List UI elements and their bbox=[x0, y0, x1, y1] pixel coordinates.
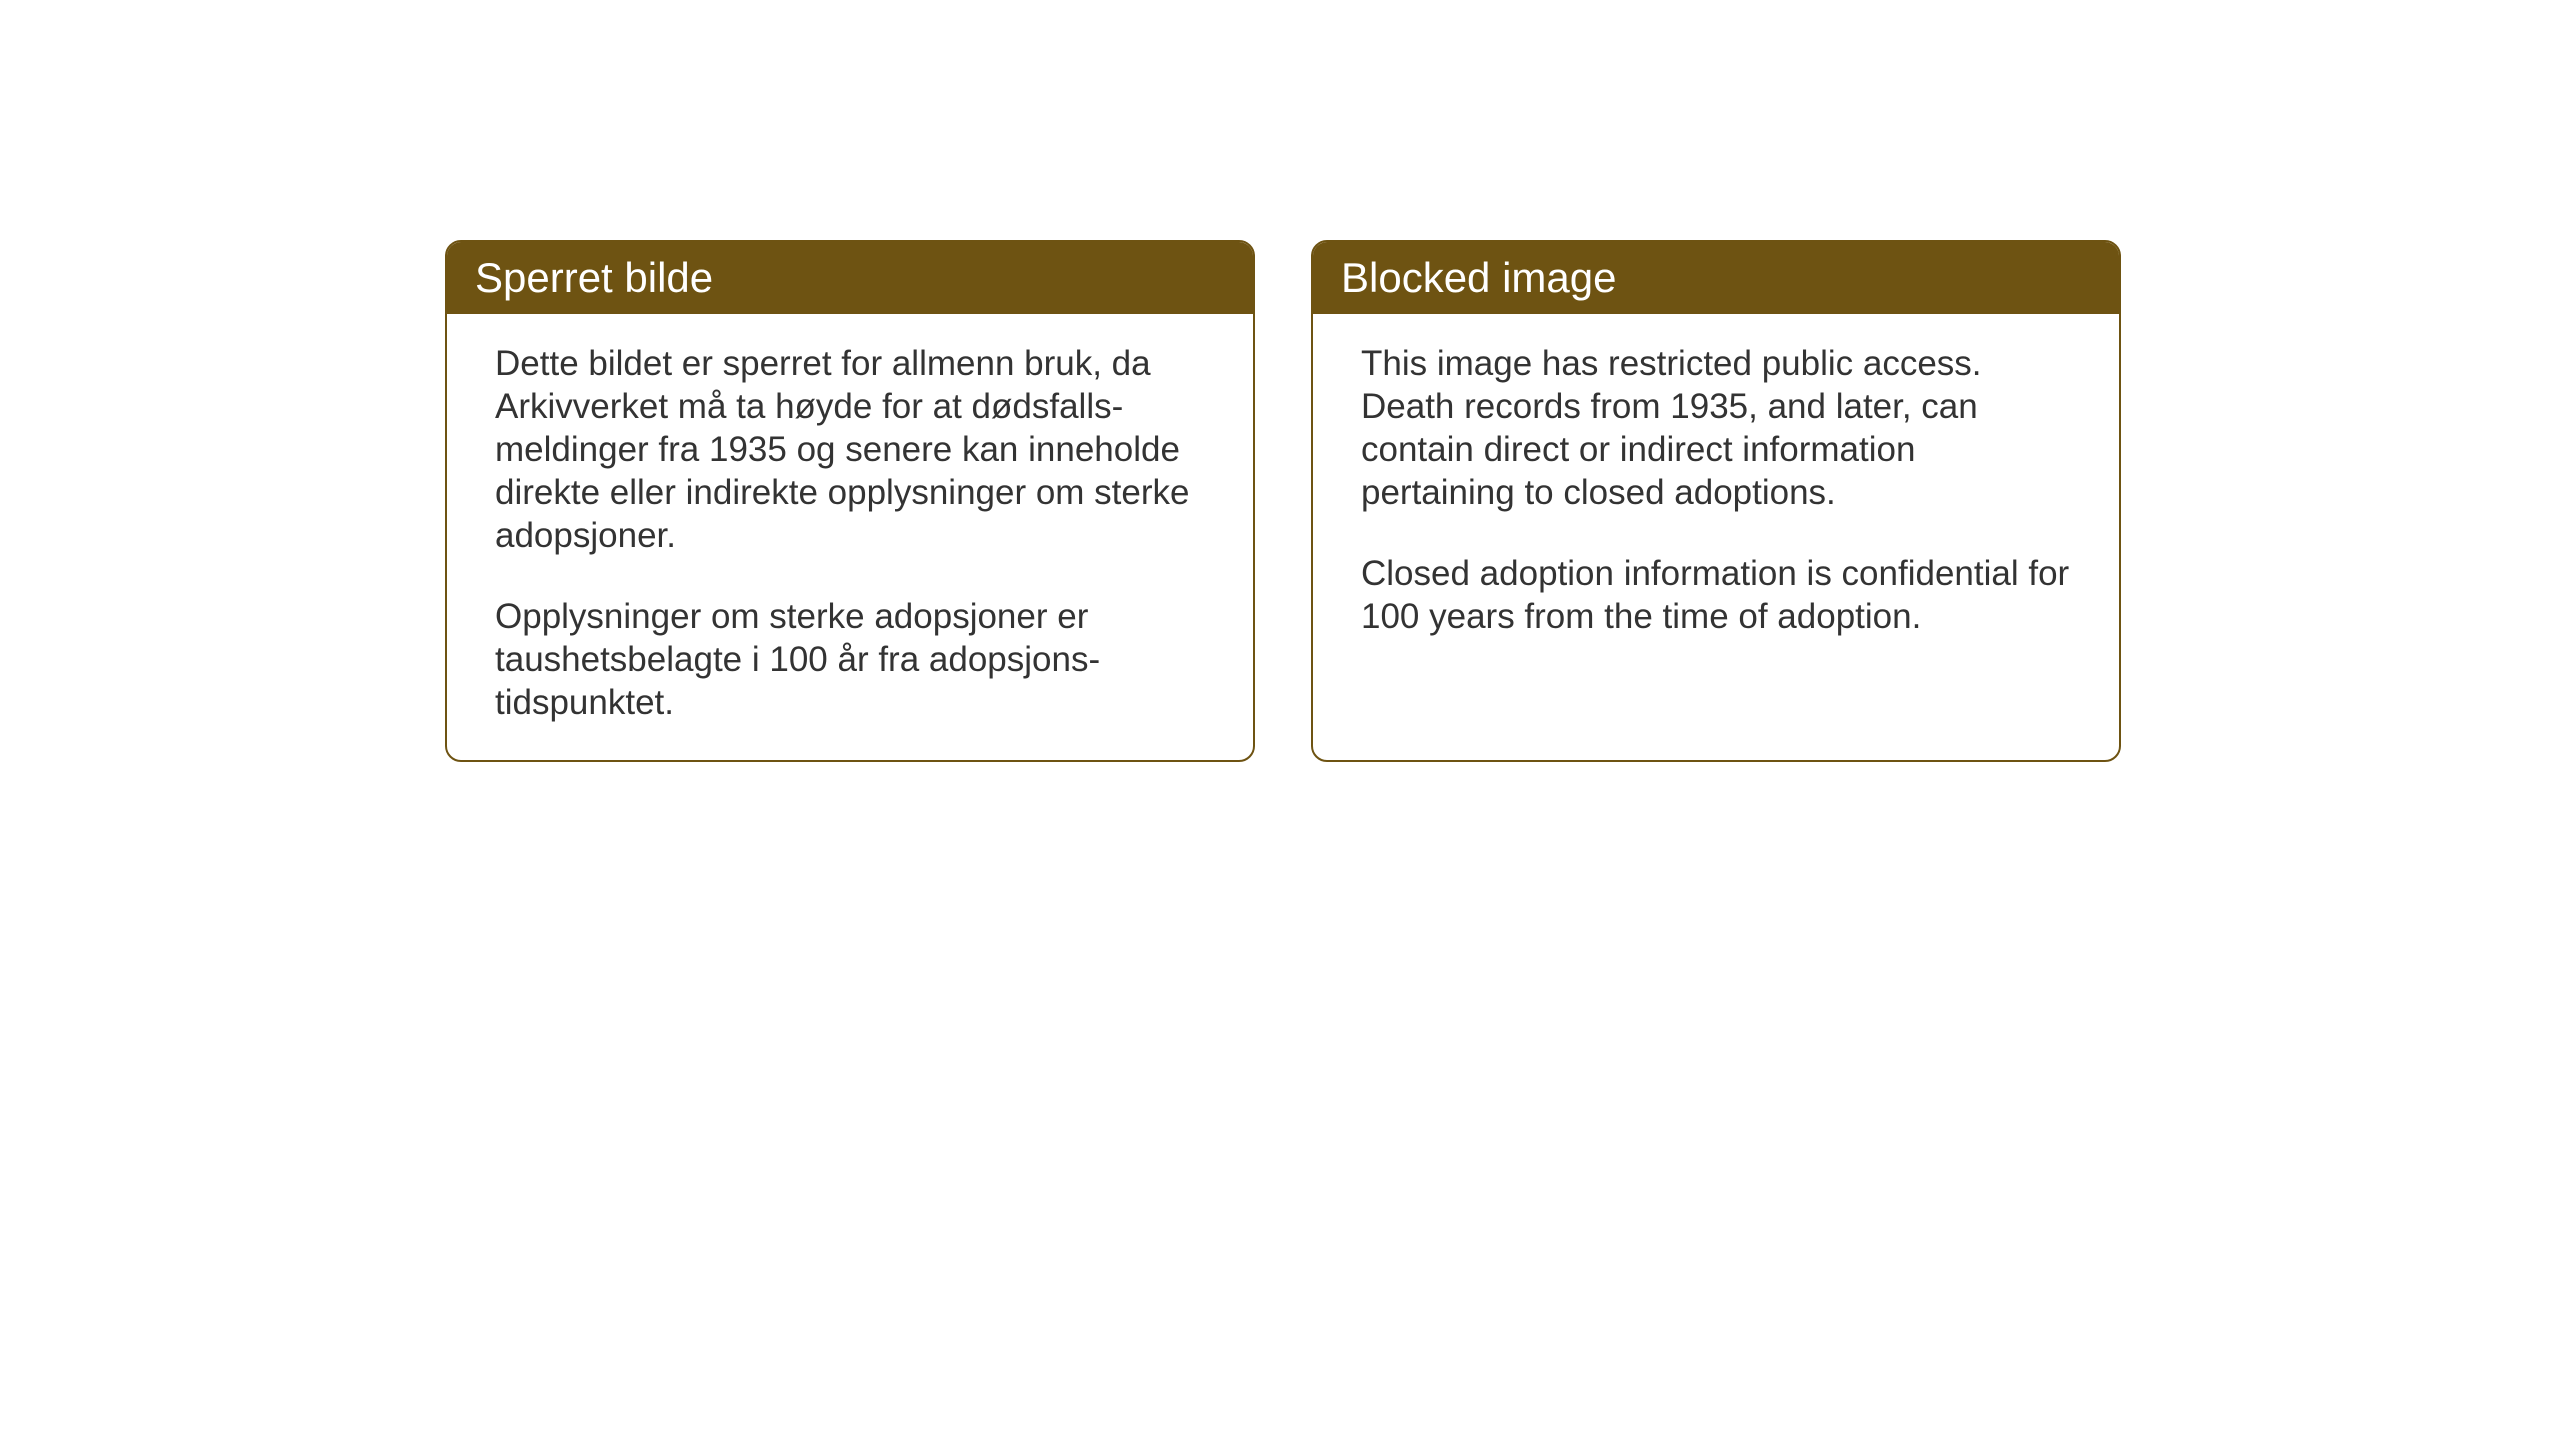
notice-paragraph1-english: This image has restricted public access.… bbox=[1361, 342, 2071, 514]
notice-body-english: This image has restricted public access.… bbox=[1313, 314, 2119, 674]
notice-title-norwegian: Sperret bilde bbox=[475, 254, 713, 301]
notice-card-english: Blocked image This image has restricted … bbox=[1311, 240, 2121, 762]
notice-paragraph2-english: Closed adoption information is confident… bbox=[1361, 552, 2071, 638]
notice-container: Sperret bilde Dette bildet er sperret fo… bbox=[445, 240, 2121, 762]
notice-body-norwegian: Dette bildet er sperret for allmenn bruk… bbox=[447, 314, 1253, 760]
notice-title-english: Blocked image bbox=[1341, 254, 1616, 301]
notice-card-norwegian: Sperret bilde Dette bildet er sperret fo… bbox=[445, 240, 1255, 762]
notice-header-norwegian: Sperret bilde bbox=[447, 242, 1253, 314]
notice-paragraph1-norwegian: Dette bildet er sperret for allmenn bruk… bbox=[495, 342, 1205, 557]
notice-paragraph2-norwegian: Opplysninger om sterke adopsjoner er tau… bbox=[495, 595, 1205, 724]
notice-header-english: Blocked image bbox=[1313, 242, 2119, 314]
